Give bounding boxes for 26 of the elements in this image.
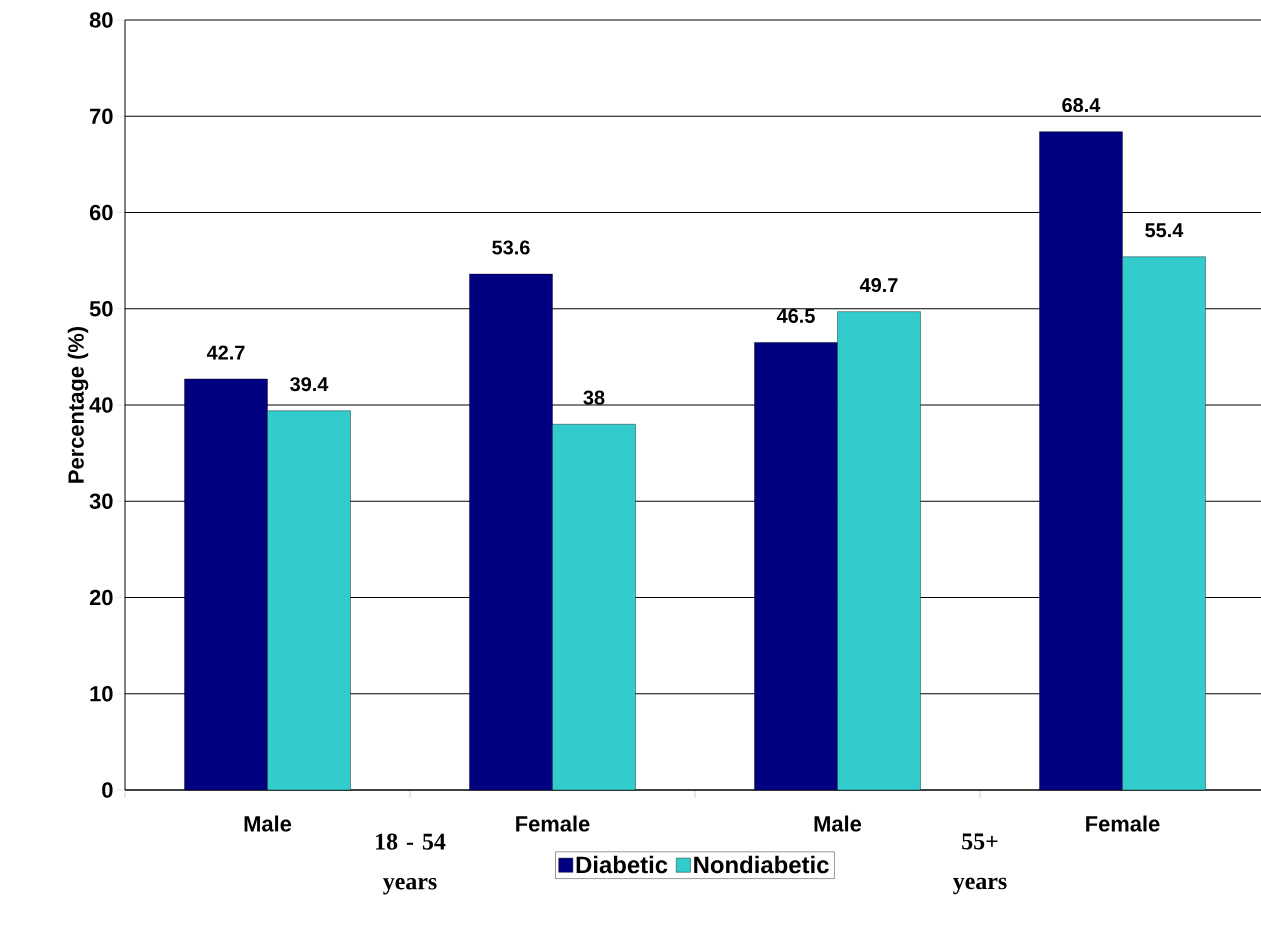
x-tick-label: Female <box>516 815 590 832</box>
y-tick-label: 20 <box>89 589 113 606</box>
data-label: 39.4 <box>290 377 329 392</box>
y-tick-label: 40 <box>89 397 113 413</box>
text: 55+ years <box>952 833 1007 895</box>
x-tick-label: Male <box>814 815 862 832</box>
legend-label: Diabetic <box>576 855 668 874</box>
y-tick-label: 30 <box>89 493 113 510</box>
y-tick-label: 10 <box>90 685 113 702</box>
x-tick-label: Female <box>1086 815 1160 832</box>
data-label: 55.4 <box>1145 223 1184 238</box>
y-axis-title: Percentage (%) <box>67 326 89 483</box>
text: 18 - 54 years <box>376 833 446 895</box>
y-tick-label: 50 <box>89 300 113 317</box>
y-tick-label: 0 <box>102 782 113 798</box>
data-label: 49.7 <box>859 278 898 293</box>
legend-label: Nondiabetic <box>694 855 829 874</box>
y-tick-label: 80 <box>89 12 113 28</box>
data-label: 46.5 <box>776 308 815 323</box>
x-tick-label: Male <box>244 815 292 832</box>
data-label: 38 <box>583 390 605 405</box>
y-tick-label: 70 <box>90 108 113 125</box>
data-label: 68.4 <box>1062 98 1101 113</box>
data-label: 42.7 <box>206 345 245 360</box>
y-tick-label: 60 <box>89 204 113 221</box>
data-label: 53.6 <box>492 240 530 255</box>
